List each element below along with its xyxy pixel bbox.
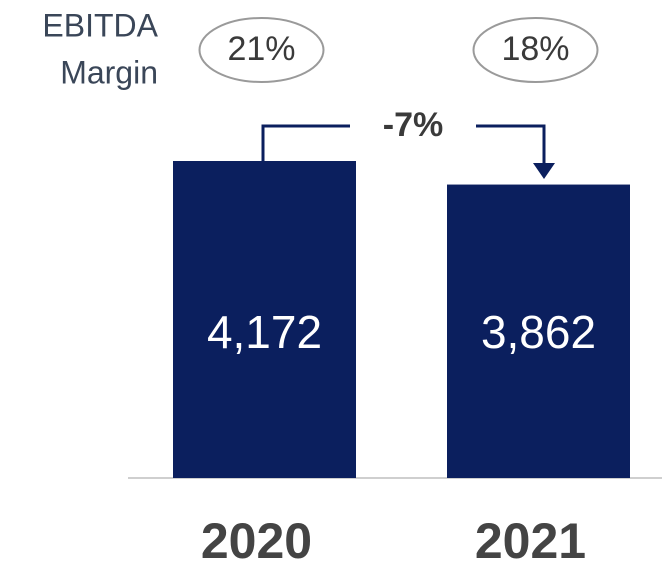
margin-badge — [472, 17, 599, 83]
x-tick-label: 2020 — [201, 513, 312, 566]
bar — [447, 184, 630, 478]
change-arrow — [533, 163, 555, 179]
bar — [173, 161, 356, 478]
margin-title: EBITDA — [42, 7, 158, 43]
value-label: 4,172 — [207, 306, 322, 358]
margin-badge — [198, 17, 325, 83]
margin-label: 18% — [501, 30, 569, 68]
margin-label: 21% — [227, 30, 295, 68]
change-bracket — [476, 124, 546, 166]
x-tick-label: 2021 — [475, 513, 586, 566]
change-label: -7% — [383, 106, 443, 144]
value-label: 3,862 — [481, 306, 596, 358]
change-bracket — [261, 124, 350, 161]
margin-title: Margin — [60, 54, 158, 90]
